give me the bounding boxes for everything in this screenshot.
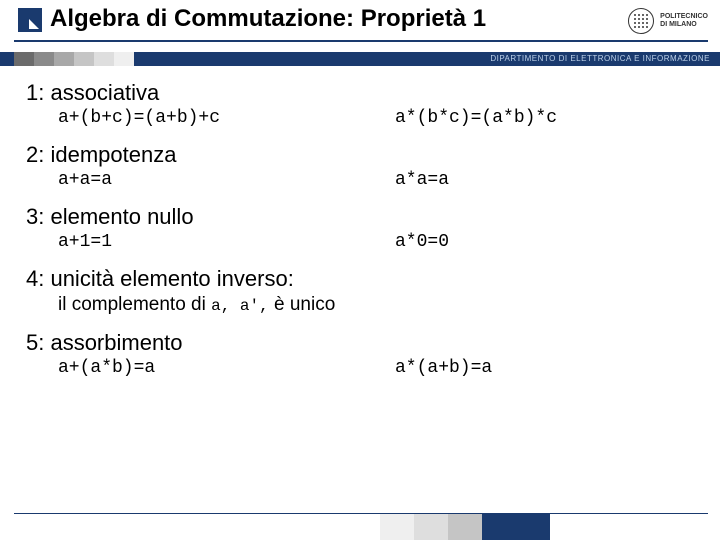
grad-seg [74, 52, 94, 66]
grad-seg [34, 52, 54, 66]
footer-seg [380, 514, 414, 540]
footer-seg [516, 514, 550, 540]
grad-seg [94, 52, 114, 66]
logo-mark-icon [628, 8, 654, 34]
institution-line2: DI MILANO [660, 21, 708, 29]
property-row: a+(a*b)=a a*(a+b)=a [26, 358, 700, 378]
footer-rule [14, 513, 708, 514]
formula-left: a+(a*b)=a [26, 358, 363, 378]
property-5: 5: assorbimento a+(a*b)=a a*(a+b)=a [26, 330, 700, 378]
formula-left: a+1=1 [26, 232, 363, 252]
footer-seg [448, 514, 482, 540]
title-underline [14, 40, 708, 42]
page-title: Algebra di Commutazione: Proprietà 1 [50, 5, 486, 33]
property-2: 2: idempotenza a+a=a a*a=a [26, 142, 700, 190]
footer-blocks [380, 514, 550, 540]
slide-header: Algebra di Commutazione: Proprietà 1 POL… [0, 0, 720, 52]
formula-left: a+a=a [26, 170, 363, 190]
formula-right: a*0=0 [363, 232, 700, 252]
institution-name: POLITECNICO DI MILANO [660, 13, 708, 28]
sub-code: a, a', [211, 297, 269, 315]
formula-right: a*(a+b)=a [363, 358, 700, 378]
property-row: a+1=1 a*0=0 [26, 232, 700, 252]
property-title: 2: idempotenza [26, 142, 700, 168]
institution-logo: POLITECNICO DI MILANO [628, 8, 708, 34]
department-label: DIPARTIMENTO DI ELETTRONICA E INFORMAZIO… [490, 54, 710, 63]
footer-seg [482, 514, 516, 540]
arrow-icon [18, 8, 42, 32]
property-4: 4: unicità elemento inverso: il compleme… [26, 266, 700, 316]
property-title: 5: assorbimento [26, 330, 700, 356]
property-title: 3: elemento nullo [26, 204, 700, 230]
header-gradient [14, 52, 134, 66]
property-row: a+a=a a*a=a [26, 170, 700, 190]
grad-seg [114, 52, 134, 66]
content-area: 1: associativa a+(b+c)=(a+b)+c a*(b*c)=(… [26, 80, 700, 392]
institution-line1: POLITECNICO [660, 13, 708, 21]
property-title: 1: associativa [26, 80, 700, 106]
property-subtext: il complemento di a, a', è unico [26, 294, 700, 316]
property-title: 4: unicità elemento inverso: [26, 266, 700, 292]
grad-seg [14, 52, 34, 66]
sub-post: è unico [269, 294, 336, 315]
footer-seg [414, 514, 448, 540]
property-1: 1: associativa a+(b+c)=(a+b)+c a*(b*c)=(… [26, 80, 700, 128]
formula-left: a+(b+c)=(a+b)+c [26, 108, 363, 128]
grad-seg [54, 52, 74, 66]
formula-right: a*(b*c)=(a*b)*c [363, 108, 700, 128]
property-row: a+(b+c)=(a+b)+c a*(b*c)=(a*b)*c [26, 108, 700, 128]
formula-right: a*a=a [363, 170, 700, 190]
sub-pre: il complemento di [58, 294, 211, 315]
property-3: 3: elemento nullo a+1=1 a*0=0 [26, 204, 700, 252]
